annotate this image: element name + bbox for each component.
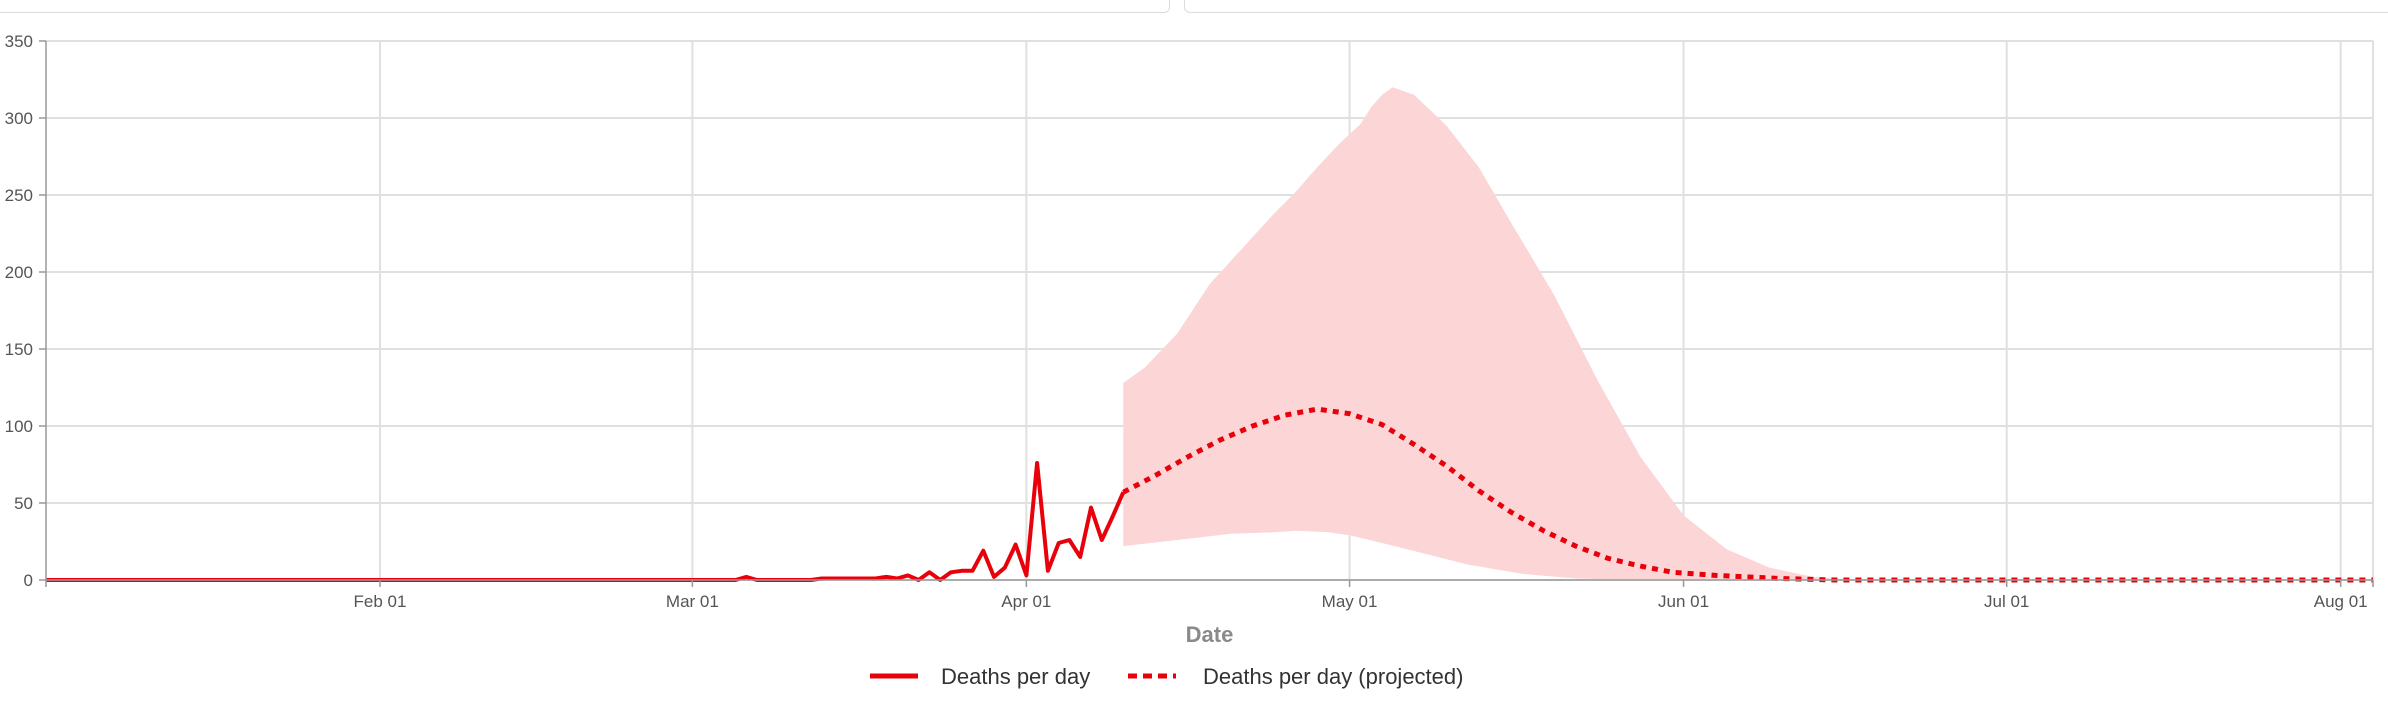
legend-label-deaths-per-day-projected: Deaths per day (projected) [1203, 664, 1463, 689]
y-tick-label: 350 [5, 32, 33, 51]
x-tick-label: May 01 [1322, 592, 1378, 611]
x-tick-label: Jun 01 [1658, 592, 1709, 611]
legend-label-deaths-per-day: Deaths per day [941, 664, 1090, 689]
x-tick-label: Aug 01 [2314, 592, 2368, 611]
y-tick-label: 100 [5, 417, 33, 436]
x-tick-label: Feb 01 [353, 592, 406, 611]
legend: Deaths per day Deaths per day (projected) [870, 664, 1463, 689]
x-tick-label: Apr 01 [1001, 592, 1051, 611]
y-tick-labels: 0 50 100 150 200 250 300 350 [5, 32, 33, 590]
y-tick-label: 200 [5, 263, 33, 282]
projection-uncertainty-band [1123, 87, 1856, 580]
y-tick-label: 300 [5, 109, 33, 128]
x-tick-label: Jul 01 [1984, 592, 2029, 611]
y-tick-label: 50 [14, 494, 33, 513]
tab-strip-left[interactable] [0, 0, 1170, 13]
x-tick-labels: Feb 01 Mar 01 Apr 01 May 01 Jun 01 Jul 01 Aug … [353, 592, 2367, 611]
series-line-deaths-per-day [46, 461, 1126, 582]
y-tick-label: 0 [24, 571, 33, 590]
x-tick-label: Mar 01 [666, 592, 719, 611]
axes [39, 40, 2374, 587]
x-axis-title: Date [1186, 622, 1234, 647]
y-tick-label: 250 [5, 186, 33, 205]
y-tick-label: 150 [5, 340, 33, 359]
series-line-deaths-per-day-projected [1122, 406, 2373, 583]
tab-strip-right[interactable] [1184, 0, 2388, 13]
